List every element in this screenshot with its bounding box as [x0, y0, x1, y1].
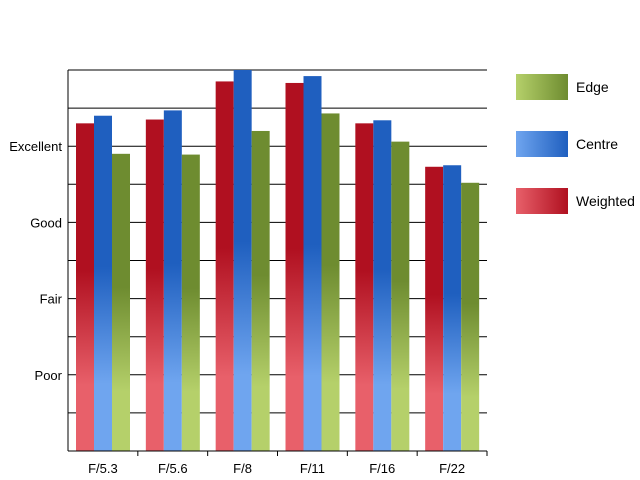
bar-centre-f11: [303, 76, 322, 451]
bar-weighted-f22: [425, 166, 444, 452]
bar-weighted-f11: [285, 82, 304, 451]
x-tick-label: F/11: [300, 461, 325, 476]
bar-centre-f56: [163, 110, 182, 452]
x-tick-label: F/22: [439, 461, 465, 476]
bar-centre-f8: [233, 70, 252, 451]
axes: [67, 70, 488, 456]
bar-weighted-f8: [215, 81, 234, 452]
legend-swatch: [516, 74, 568, 100]
legend-label: Centre: [576, 136, 619, 152]
bar-edge-f8: [251, 130, 270, 451]
bar-weighted-f53: [76, 123, 94, 451]
legend-label: Weighted: [576, 193, 635, 209]
y-tick-label: Excellent: [9, 139, 62, 154]
y-tick-label: Fair: [40, 292, 63, 307]
bar-centre-f16: [373, 120, 392, 452]
y-tick-label: Poor: [35, 368, 63, 383]
legend-swatch: [516, 188, 568, 214]
legend-item-centre: Centre: [516, 131, 635, 157]
legend-item-edge: Edge: [516, 74, 635, 100]
bar-centre-f22: [443, 165, 462, 451]
bar-edge-f56: [181, 154, 200, 451]
x-tick-labels: F/5.3 F/5.6 F/8 F/11 F/16 F/22: [88, 461, 465, 476]
bar-edge-f53: [112, 153, 130, 451]
legend: Edge Centre Weighted: [516, 74, 635, 245]
legend-item-weighted: Weighted: [516, 188, 635, 214]
bar-edge-f16: [391, 141, 410, 452]
y-tick-label: Good: [30, 215, 62, 230]
legend-swatch: [516, 131, 568, 157]
x-tick-label: F/8: [233, 461, 252, 476]
bar-weighted-f16: [355, 123, 374, 451]
x-tick-label: F/5.3: [88, 461, 118, 476]
x-tick-label: F/5.6: [158, 461, 188, 476]
x-tick-label: F/16: [369, 461, 395, 476]
legend-label: Edge: [576, 79, 609, 95]
bar-centre-f53: [94, 115, 112, 451]
bar-edge-f22: [461, 182, 480, 451]
bars: [76, 70, 480, 452]
y-tick-labels: Poor Fair Good Excellent: [9, 139, 62, 383]
grid: [68, 69, 487, 414]
bar-edge-f11: [321, 113, 340, 452]
bar-weighted-f56: [145, 119, 164, 451]
